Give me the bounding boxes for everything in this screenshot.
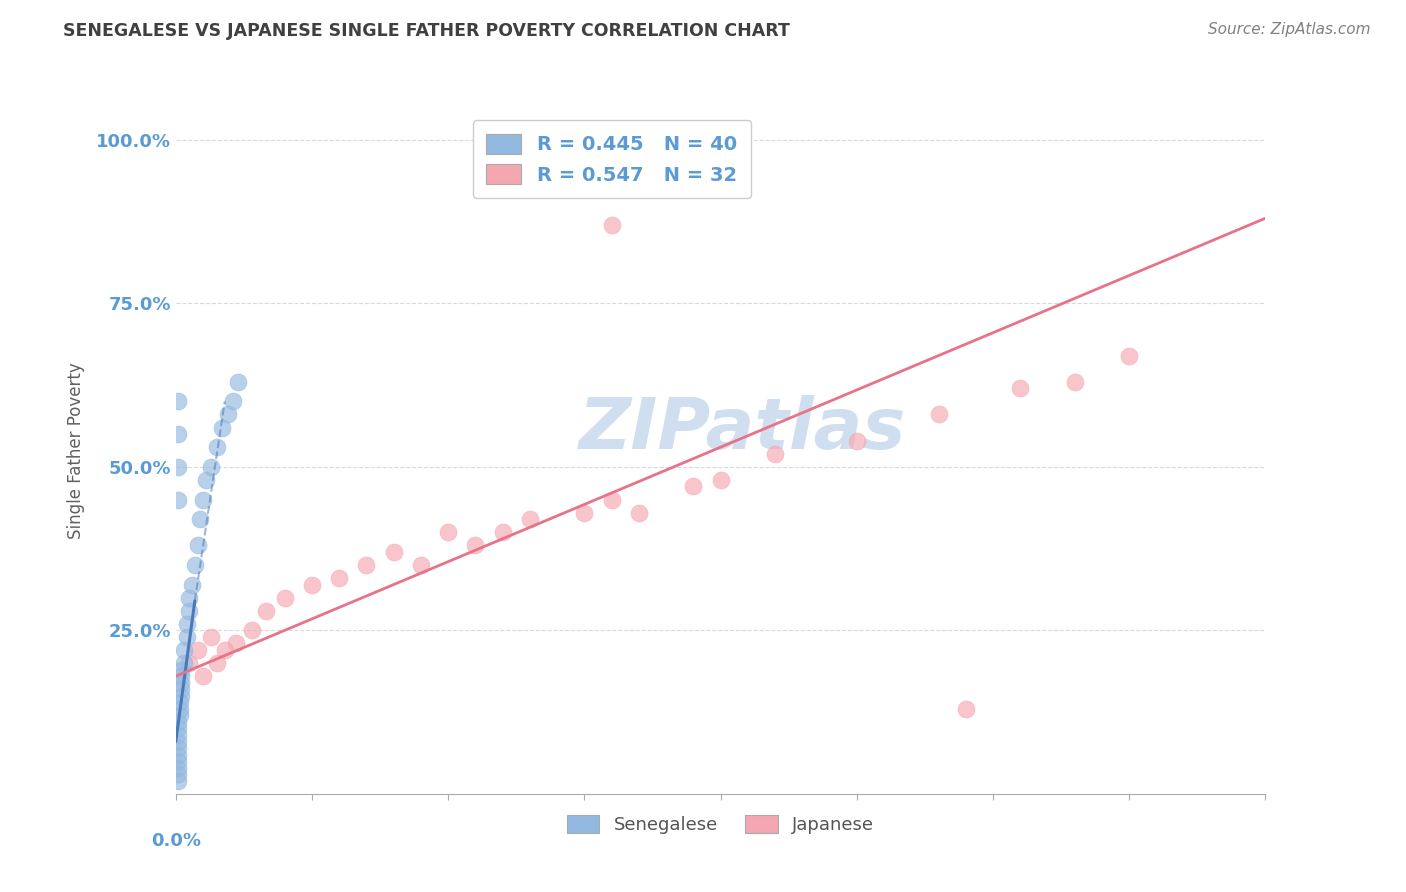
Point [167,394,190,409]
Point [179,656,201,670]
Point [205,656,228,670]
Point [176,630,198,644]
Point [167,728,190,742]
Point [194,473,217,487]
Point [179,604,201,618]
Point [179,591,201,605]
Point [382,545,405,559]
Point [600,218,623,232]
Point [437,525,460,540]
Point [205,440,228,454]
Point [356,558,378,572]
Point [274,591,297,605]
Point [200,459,222,474]
Point [254,604,277,618]
Point [519,512,541,526]
Point [170,675,193,690]
Point [167,427,190,442]
Point [176,616,198,631]
Text: SENEGALESE VS JAPANESE SINGLE FATHER POVERTY CORRELATION CHART: SENEGALESE VS JAPANESE SINGLE FATHER POV… [63,22,790,40]
Point [222,394,245,409]
Point [328,571,350,585]
Point [301,577,323,591]
Text: Source: ZipAtlas.com: Source: ZipAtlas.com [1208,22,1371,37]
Point [1063,375,1085,389]
Point [167,754,190,768]
Point [600,492,623,507]
Point [928,408,950,422]
Point [186,643,209,657]
Point [181,577,204,591]
Point [188,512,211,526]
Point [710,473,733,487]
Point [191,492,214,507]
Point [167,741,190,756]
Point [170,663,193,677]
Point [167,761,190,775]
Point [464,538,486,552]
Point [167,734,190,748]
Text: 0.0%: 0.0% [150,831,201,850]
Point [167,767,190,781]
Point [217,408,239,422]
Point [173,656,195,670]
Point [167,459,190,474]
Point [228,375,250,389]
Point [191,669,214,683]
Point [167,714,190,729]
Point [169,695,191,709]
Point [1010,381,1032,395]
Point [627,506,650,520]
Point [682,479,704,493]
Point [409,558,432,572]
Point [167,492,190,507]
Point [167,747,190,762]
Point [167,773,190,788]
Point [240,624,263,638]
Point [170,682,193,697]
Legend: Senegalese, Japanese: Senegalese, Japanese [554,802,887,847]
Text: ZIPatlas: ZIPatlas [579,395,905,465]
Point [1118,349,1140,363]
Point [169,702,191,716]
Point [167,722,190,736]
Point [200,630,222,644]
Point [184,558,207,572]
Point [186,538,209,552]
Point [211,420,233,434]
Point [492,525,515,540]
Point [214,643,236,657]
Point [173,643,195,657]
Point [763,447,786,461]
Point [170,689,193,703]
Point [170,669,193,683]
Point [574,506,596,520]
Y-axis label: Single Father Poverty: Single Father Poverty [66,362,84,539]
Point [169,708,191,723]
Point [955,702,977,716]
Point [225,636,247,650]
Point [845,434,868,448]
